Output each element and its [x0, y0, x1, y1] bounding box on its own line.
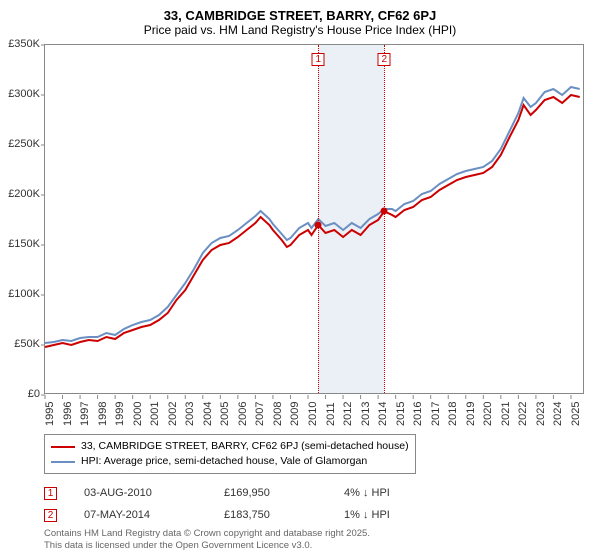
- y-tick-label: £250K: [0, 138, 40, 150]
- sale-vline: [318, 45, 319, 393]
- sale-vline: [384, 45, 385, 393]
- x-tick-label: 2005: [219, 402, 231, 426]
- sale-point: [381, 208, 388, 215]
- series-property: [45, 95, 580, 347]
- x-tick-label: 2016: [412, 402, 424, 426]
- footer-line-2: This data is licensed under the Open Gov…: [44, 540, 370, 552]
- sale-marker-inplot: 2: [378, 49, 391, 67]
- x-tick-label: 2001: [149, 402, 161, 426]
- x-tick-label: 2021: [500, 402, 512, 426]
- x-tick-label: 2004: [202, 402, 214, 426]
- sale-delta: 4% ↓ HPI: [344, 487, 444, 499]
- chart-title: 33, CAMBRIDGE STREET, BARRY, CF62 6PJ: [0, 0, 600, 23]
- sale-point: [315, 222, 322, 229]
- legend-swatch: [51, 446, 75, 448]
- x-tick-label: 2000: [132, 402, 144, 426]
- legend-swatch: [51, 461, 75, 463]
- chart-subtitle: Price paid vs. HM Land Registry's House …: [0, 23, 600, 41]
- x-tick-label: 2009: [289, 402, 301, 426]
- x-tick-label: 2024: [552, 402, 564, 426]
- x-tick-label: 1997: [79, 402, 91, 426]
- x-tick-label: 2011: [325, 402, 337, 426]
- x-axis: 1995 1996 1997 1998 1999 2000 2001 2002 2003 2004…: [44, 394, 584, 434]
- sale-marker-inplot: 1: [312, 49, 325, 67]
- sale-delta: 1% ↓ HPI: [344, 509, 444, 521]
- x-tick-label: 1998: [97, 402, 109, 426]
- y-tick-label: £200K: [0, 188, 40, 200]
- y-tick-label: £50K: [0, 338, 40, 350]
- series-hpi: [45, 87, 580, 343]
- sale-marker-icon: 2: [44, 509, 57, 522]
- x-tick-label: 2006: [237, 402, 249, 426]
- x-tick-label: 2019: [465, 402, 477, 426]
- x-tick-label: 2010: [307, 402, 319, 426]
- sales-table: 1 03-AUG-2010£169,9504% ↓ HPI 2 07-MAY-2014…: [44, 482, 444, 526]
- x-tick-label: 2012: [342, 402, 354, 426]
- sale-price: £169,950: [224, 487, 344, 499]
- x-tick-label: 2013: [360, 402, 372, 426]
- x-tick-label: 2020: [482, 402, 494, 426]
- footer-attribution: Contains HM Land Registry data © Crown c…: [44, 528, 370, 552]
- x-tick-label: 2003: [184, 402, 196, 426]
- x-tick-label: 1996: [62, 402, 74, 426]
- legend-label: HPI: Average price, semi-detached house,…: [81, 454, 367, 469]
- sale-row: 1 03-AUG-2010£169,9504% ↓ HPI: [44, 482, 444, 504]
- sale-marker-icon: 1: [44, 487, 57, 500]
- x-tick-label: 2014: [377, 402, 389, 426]
- plot-area: 12: [44, 44, 584, 394]
- x-tick-label: 2023: [535, 402, 547, 426]
- y-tick-label: £300K: [0, 88, 40, 100]
- legend: 33, CAMBRIDGE STREET, BARRY, CF62 6PJ (s…: [44, 434, 416, 474]
- footer-line-1: Contains HM Land Registry data © Crown c…: [44, 528, 370, 540]
- legend-row: HPI: Average price, semi-detached house,…: [51, 454, 409, 469]
- legend-row: 33, CAMBRIDGE STREET, BARRY, CF62 6PJ (s…: [51, 439, 409, 454]
- sale-date: 07-MAY-2014: [84, 509, 224, 521]
- sale-row: 2 07-MAY-2014£183,7501% ↓ HPI: [44, 504, 444, 526]
- plot-svg: [45, 45, 583, 393]
- sale-price: £183,750: [224, 509, 344, 521]
- y-tick-label: £0: [0, 388, 40, 400]
- sale-date: 03-AUG-2010: [84, 487, 224, 499]
- x-tick-label: 2018: [447, 402, 459, 426]
- x-tick-label: 1995: [44, 402, 56, 426]
- x-tick-label: 2002: [167, 402, 179, 426]
- x-tick-label: 2007: [254, 402, 266, 426]
- x-tick-label: 2017: [430, 402, 442, 426]
- x-tick-label: 2015: [395, 402, 407, 426]
- x-tick-label: 2008: [272, 402, 284, 426]
- legend-label: 33, CAMBRIDGE STREET, BARRY, CF62 6PJ (s…: [81, 439, 409, 454]
- y-tick-label: £150K: [0, 238, 40, 250]
- x-tick-label: 1999: [114, 402, 126, 426]
- x-tick-label: 2025: [570, 402, 582, 426]
- y-tick-label: £100K: [0, 288, 40, 300]
- y-tick-label: £350K: [0, 38, 40, 50]
- x-tick-label: 2022: [517, 402, 529, 426]
